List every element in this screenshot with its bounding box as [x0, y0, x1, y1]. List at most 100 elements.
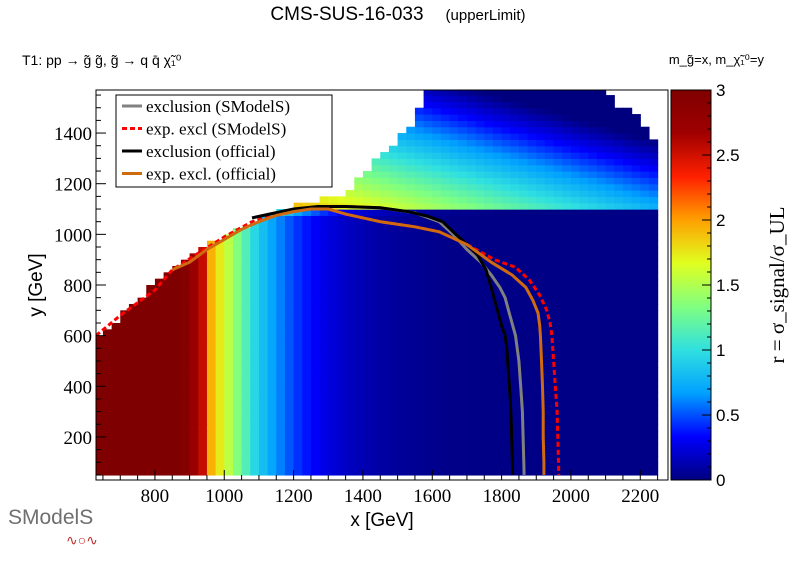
heatmap-cell	[570, 462, 581, 470]
heatmap-cell	[536, 405, 546, 413]
heatmap-cell	[302, 297, 312, 305]
heatmap-cell	[510, 126, 520, 134]
heatmap-cell	[111, 405, 121, 413]
heatmap-cell	[154, 335, 165, 343]
heatmap-cell	[648, 145, 659, 153]
heatmap-cell	[501, 95, 511, 102]
heatmap-cell	[527, 259, 537, 267]
heatmap-cell	[596, 272, 607, 280]
heatmap-cell	[579, 133, 589, 140]
heatmap-cell	[449, 443, 459, 451]
heatmap-cell	[336, 285, 347, 292]
y-tick-label: 1000	[54, 225, 92, 246]
heatmap-cell	[553, 133, 563, 140]
heatmap-cell	[345, 228, 355, 235]
heatmap-cell	[475, 436, 485, 444]
heatmap-cell	[579, 297, 589, 305]
heatmap-cell	[137, 360, 147, 368]
heatmap-cell	[319, 196, 329, 204]
heatmap-cell	[267, 297, 277, 305]
heatmap-cell	[189, 424, 199, 432]
heatmap-cell	[224, 424, 234, 432]
heatmap-cell	[484, 417, 494, 425]
heatmap-cell	[354, 310, 364, 318]
heatmap-cell	[154, 392, 165, 400]
heatmap-cell	[570, 221, 581, 229]
heatmap-cell	[432, 455, 442, 463]
heatmap-cell	[267, 367, 277, 375]
heatmap-cell	[302, 449, 312, 457]
heatmap-cell	[146, 360, 156, 368]
heatmap-cell	[631, 443, 641, 451]
heatmap-cell	[570, 183, 581, 191]
heatmap-cell	[319, 303, 329, 311]
heatmap-cell	[310, 221, 321, 229]
heatmap-cell	[397, 285, 407, 292]
heatmap-cell	[354, 430, 364, 438]
heatmap-cell	[588, 310, 598, 318]
heatmap-cell	[631, 120, 641, 128]
heatmap-cell	[536, 152, 546, 159]
heatmap-cell	[172, 335, 182, 343]
heatmap-cell	[120, 322, 130, 330]
heatmap-cell	[510, 95, 520, 102]
heatmap-cell	[475, 145, 485, 153]
heatmap-cell	[146, 430, 156, 438]
heatmap-cell	[475, 126, 485, 134]
heatmap-cell	[544, 405, 555, 413]
heatmap-cell	[102, 405, 113, 413]
heatmap-cell	[570, 373, 581, 381]
heatmap-cell	[484, 430, 494, 438]
heatmap-cell	[432, 462, 442, 470]
heatmap-cell	[154, 417, 165, 425]
heatmap-cell	[362, 341, 373, 349]
heatmap-cell	[449, 152, 459, 159]
heatmap-cell	[189, 367, 199, 375]
heatmap-cell	[475, 171, 485, 178]
heatmap-cell	[388, 297, 399, 305]
heatmap-cell	[250, 468, 260, 476]
heatmap-cell	[440, 177, 451, 185]
heatmap-cell	[622, 266, 633, 273]
heatmap-cell	[518, 310, 529, 318]
heatmap-cell	[345, 285, 355, 292]
heatmap-cell	[232, 259, 243, 267]
heatmap-cell	[544, 158, 555, 166]
heatmap-cell	[492, 145, 503, 153]
heatmap-cell	[579, 278, 589, 286]
heatmap-cell	[510, 386, 520, 394]
heatmap-cell	[189, 316, 199, 324]
heatmap-cell	[562, 424, 572, 432]
heatmap-cell	[371, 455, 381, 463]
heatmap-cell	[380, 228, 390, 235]
process-label: T1: pp → g̃ g̃, g̃ → q q̄ χ̃₁⁰	[22, 52, 182, 68]
heatmap-cell	[128, 386, 139, 394]
heatmap-cell	[588, 126, 598, 134]
heatmap-cell	[562, 436, 572, 444]
heatmap-cell	[293, 430, 303, 438]
heatmap-cell	[527, 272, 537, 280]
heatmap-cell	[319, 259, 329, 267]
heatmap-cell	[423, 152, 433, 159]
heatmap-cell	[570, 348, 581, 356]
heatmap-cell	[189, 443, 199, 451]
heatmap-cell	[336, 398, 347, 406]
heatmap-cell	[536, 247, 546, 254]
heatmap-cell	[631, 234, 641, 242]
heatmap-cell	[440, 285, 451, 292]
heatmap-cell	[284, 443, 295, 451]
heatmap-cell	[276, 398, 286, 406]
heatmap-cell	[293, 234, 303, 242]
heatmap-cell	[250, 247, 260, 254]
heatmap-cell	[388, 303, 399, 311]
heatmap-cell	[640, 310, 650, 318]
heatmap-cell	[276, 379, 286, 387]
heatmap-cell	[380, 259, 390, 267]
heatmap-cell	[319, 354, 329, 362]
heatmap-cell	[622, 373, 633, 381]
heatmap-cell	[310, 240, 321, 248]
heatmap-cell	[362, 171, 373, 178]
heatmap-cell	[180, 329, 191, 337]
heatmap-cell	[154, 386, 165, 394]
heatmap-cell	[362, 272, 373, 280]
